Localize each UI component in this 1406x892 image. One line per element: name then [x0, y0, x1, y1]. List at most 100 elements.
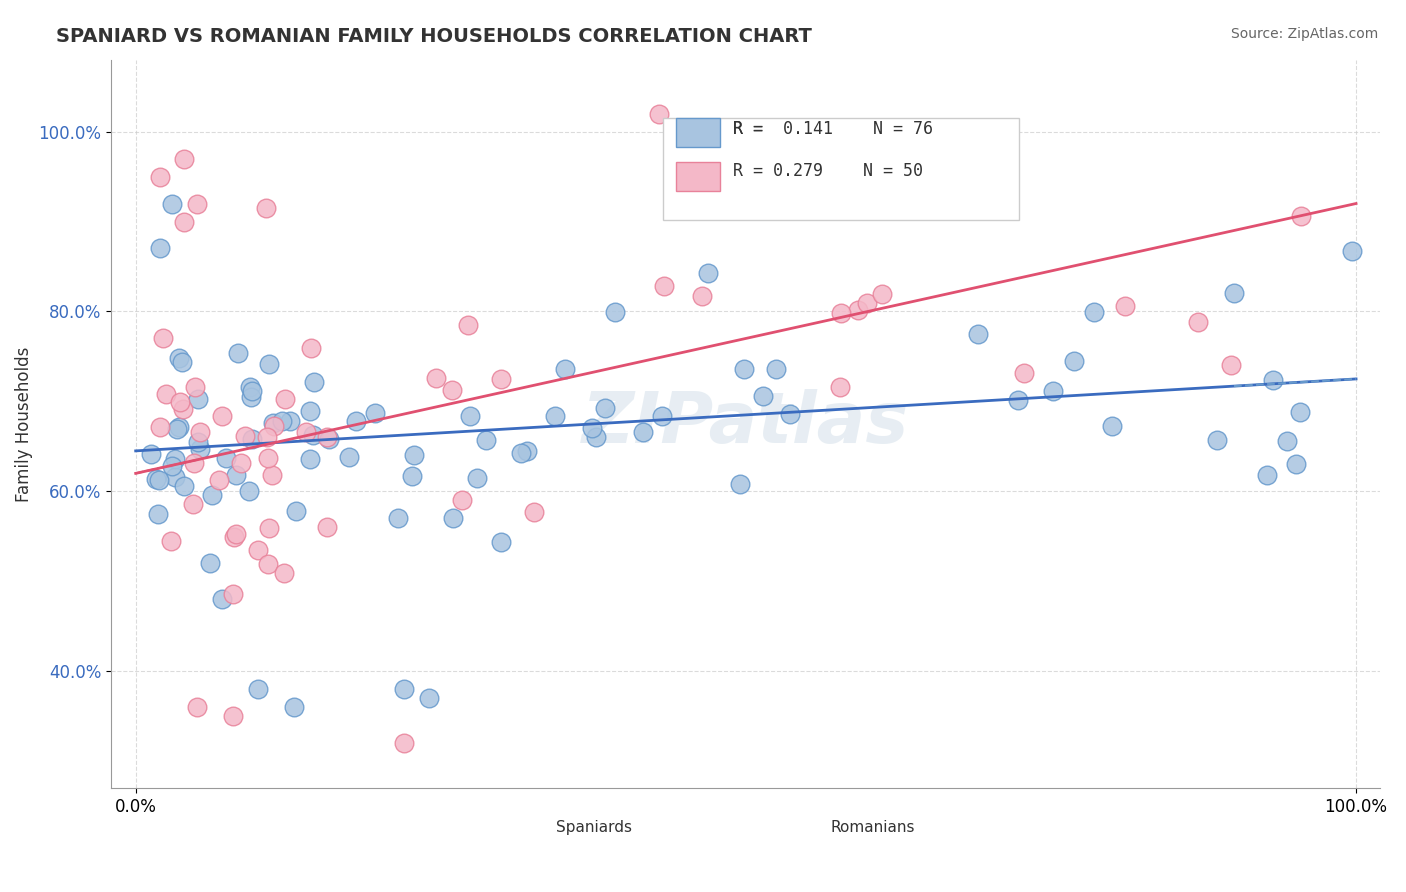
Point [155, 387, 177, 401]
Point [1256, 467, 1278, 482]
Point [830, 305, 852, 319]
Point [337, 450, 360, 465]
Point [1083, 305, 1105, 319]
Point [200, 556, 222, 570]
Point [172, 402, 194, 417]
Point [489, 534, 512, 549]
Point [146, 508, 169, 522]
Point [184, 380, 207, 394]
Point [169, 395, 191, 409]
Point [1219, 359, 1241, 373]
Point [294, 425, 316, 439]
Point [186, 196, 208, 211]
Point [256, 429, 278, 443]
Point [211, 591, 233, 606]
Point [271, 414, 294, 428]
Point [167, 420, 190, 434]
FancyBboxPatch shape [676, 118, 720, 147]
Point [1275, 434, 1298, 448]
Point [283, 700, 305, 714]
Point [318, 432, 340, 446]
Point [392, 736, 415, 750]
FancyBboxPatch shape [676, 161, 720, 191]
Point [166, 422, 188, 436]
Point [299, 341, 322, 355]
Point [162, 196, 184, 211]
Point [1223, 286, 1246, 301]
Point [257, 521, 280, 535]
Point [188, 442, 211, 457]
Text: Spaniards: Spaniards [555, 820, 631, 835]
Point [595, 401, 617, 416]
Text: R =  0.141    N = 76: R = 0.141 N = 76 [733, 120, 934, 138]
Point [215, 451, 238, 466]
Point [229, 456, 252, 470]
Point [262, 417, 284, 431]
Text: ZIPatlas: ZIPatlas [582, 390, 910, 458]
Point [728, 476, 751, 491]
Point [652, 278, 675, 293]
Point [458, 409, 481, 423]
Point [246, 682, 269, 697]
Point [257, 357, 280, 371]
Point [401, 468, 423, 483]
Point [188, 425, 211, 440]
Point [1007, 393, 1029, 408]
Point [226, 346, 249, 360]
Point [316, 519, 339, 533]
Point [242, 432, 264, 446]
Point [554, 362, 576, 376]
Point [1288, 405, 1310, 419]
Point [257, 451, 280, 466]
Point [364, 406, 387, 420]
Point [160, 459, 183, 474]
Point [779, 408, 801, 422]
Point [149, 169, 172, 184]
Point [278, 414, 301, 428]
Point [298, 403, 321, 417]
Point [344, 413, 367, 427]
Point [284, 504, 307, 518]
Point [173, 479, 195, 493]
Point [148, 474, 170, 488]
Point [418, 691, 440, 706]
Point [966, 327, 988, 342]
Point [467, 470, 489, 484]
Point [167, 351, 190, 366]
Point [239, 390, 262, 404]
Point [457, 318, 479, 332]
Point [392, 682, 415, 697]
Point [830, 380, 852, 394]
Point [1063, 354, 1085, 368]
Point [187, 392, 209, 407]
Point [1042, 384, 1064, 398]
Point [1012, 366, 1035, 380]
Point [441, 510, 464, 524]
Point [387, 511, 409, 525]
Point [233, 429, 256, 443]
Point [246, 543, 269, 558]
Point [1263, 373, 1285, 387]
Text: R = 0.279    N = 50: R = 0.279 N = 50 [733, 162, 924, 180]
FancyBboxPatch shape [797, 821, 841, 843]
Point [183, 497, 205, 511]
Point [211, 409, 233, 423]
Point [1205, 434, 1227, 448]
Point [160, 533, 183, 548]
Point [163, 452, 186, 467]
Point [489, 372, 512, 386]
Point [585, 430, 607, 444]
Point [870, 286, 893, 301]
Text: Romanians: Romanians [831, 820, 915, 835]
Point [765, 362, 787, 376]
Point [425, 371, 447, 385]
Point [173, 152, 195, 166]
Point [509, 446, 531, 460]
Point [1187, 315, 1209, 329]
Point [1101, 419, 1123, 434]
Point [516, 443, 538, 458]
Point [187, 434, 209, 449]
Point [152, 331, 174, 345]
Point [302, 427, 325, 442]
Point [474, 433, 496, 447]
